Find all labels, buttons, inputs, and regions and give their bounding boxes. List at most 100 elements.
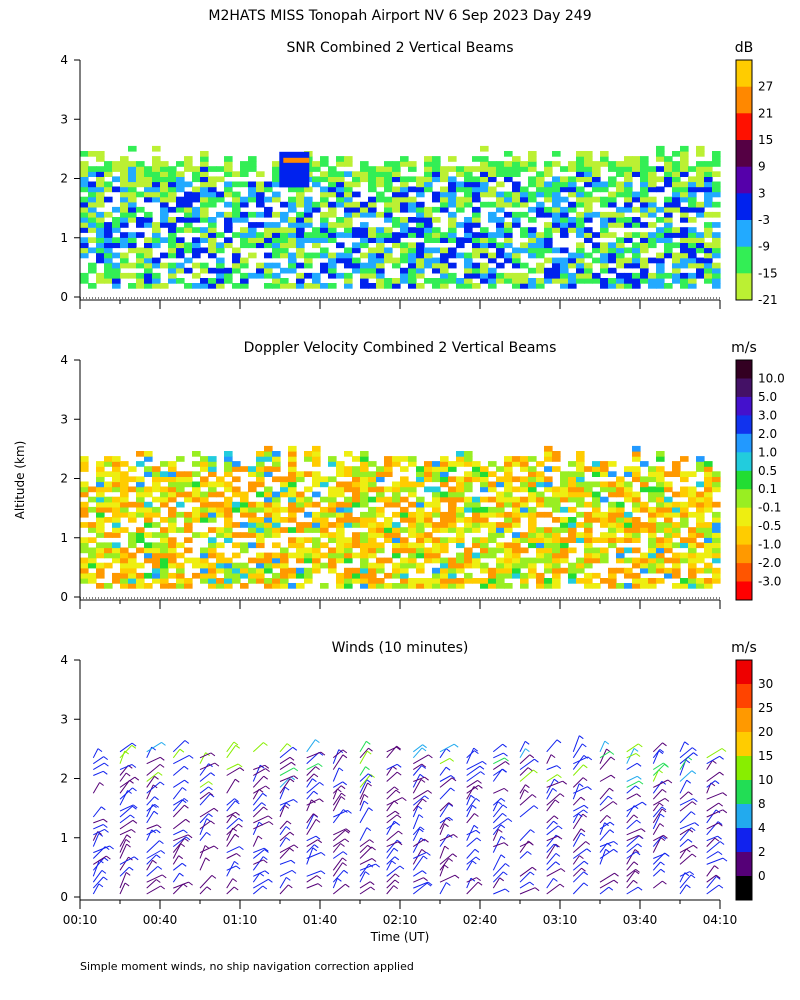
heat-cell xyxy=(328,491,337,498)
wind-barb-flag xyxy=(691,747,697,751)
heat-cell xyxy=(488,171,497,177)
heat-cell xyxy=(144,501,153,508)
heat-cell xyxy=(160,181,169,188)
wind-barb-flag xyxy=(719,771,724,776)
heat-cell xyxy=(440,547,449,554)
wind-barb xyxy=(546,843,555,853)
heat-cell xyxy=(344,537,353,543)
wind-barb-flag xyxy=(179,872,184,877)
heat-cell xyxy=(224,517,233,523)
heat-cell xyxy=(568,181,577,188)
heat-cell xyxy=(384,257,393,264)
heat-cell xyxy=(152,237,161,243)
heat-cell xyxy=(544,186,553,193)
heat-cell xyxy=(216,532,225,538)
wind-barb-flag xyxy=(664,798,670,802)
heat-cell xyxy=(536,201,545,208)
heat-cell xyxy=(504,572,513,579)
heat-cell xyxy=(208,196,217,203)
heat-cell xyxy=(584,217,593,223)
heat-cell xyxy=(464,517,473,523)
wind-barb xyxy=(706,865,715,877)
heat-cell xyxy=(432,583,441,589)
heat-cell xyxy=(520,486,529,493)
heat-cell xyxy=(328,557,337,564)
heat-cell xyxy=(240,237,249,243)
wind-barb xyxy=(519,767,529,776)
heat-cell xyxy=(256,456,265,462)
colorbar-label: 10.0 xyxy=(758,372,785,386)
colorbar-swatch xyxy=(736,360,752,379)
heat-cell xyxy=(672,542,681,549)
heat-cell xyxy=(368,476,377,483)
heat-cell xyxy=(408,267,417,274)
heat-cell xyxy=(80,501,89,508)
heat-cell xyxy=(104,181,113,188)
wind-barb xyxy=(359,779,368,794)
wind-barb-flag xyxy=(399,865,405,870)
heat-cell xyxy=(568,506,577,513)
heat-cell xyxy=(312,445,321,452)
heat-cell xyxy=(96,522,105,528)
heat-cell xyxy=(656,456,665,462)
heat-cell xyxy=(632,522,641,528)
heat-cell xyxy=(408,242,417,249)
x-tick-label: 00:40 xyxy=(143,913,178,927)
heat-cell xyxy=(648,257,657,264)
heat-cell xyxy=(528,161,537,167)
heat-cell xyxy=(600,156,609,162)
heat-cell xyxy=(624,161,633,167)
heat-cell xyxy=(104,562,113,569)
heat-cell xyxy=(584,196,593,203)
heat-cell xyxy=(424,217,433,223)
heat-cell xyxy=(280,506,289,513)
heat-cell xyxy=(120,222,129,228)
heat-cell xyxy=(552,557,561,564)
heat-cell xyxy=(280,527,289,533)
wind-barb-flag xyxy=(612,801,618,805)
heat-cell xyxy=(632,171,641,177)
heat-cell xyxy=(608,481,617,488)
heat-cell xyxy=(416,547,425,554)
heat-cell xyxy=(592,491,601,498)
heat-cell xyxy=(240,532,249,538)
wind-barb xyxy=(519,866,533,877)
heat-cell xyxy=(304,451,313,457)
heat-cell xyxy=(168,278,177,284)
heat-cell xyxy=(112,532,121,538)
heat-cell xyxy=(352,532,361,538)
wind-barb xyxy=(626,879,634,889)
wind-barb-flag xyxy=(363,794,369,798)
heat-cell xyxy=(672,262,681,269)
heat-cell xyxy=(552,181,561,188)
wind-barb xyxy=(359,747,369,759)
heat-cell xyxy=(424,247,433,254)
heat-cell xyxy=(152,471,161,477)
wind-barb xyxy=(599,795,609,806)
wind-barb-flag xyxy=(367,782,372,787)
wind-barb-flag xyxy=(181,862,187,867)
heat-cell xyxy=(408,252,417,259)
heat-cell xyxy=(360,583,369,589)
wind-barb-flag xyxy=(550,754,556,758)
heat-cell xyxy=(608,461,617,467)
heat-cell xyxy=(472,217,481,223)
heat-cell xyxy=(584,151,593,157)
wind-barb xyxy=(279,826,287,836)
heat-cell xyxy=(416,211,425,218)
heat-cell xyxy=(672,501,681,508)
heat-cell xyxy=(528,237,537,243)
heat-cell xyxy=(168,217,177,223)
wind-barb xyxy=(359,741,367,753)
wind-barb xyxy=(252,872,261,883)
heat-cell xyxy=(176,542,185,549)
heat-cell xyxy=(184,481,193,488)
heat-cell xyxy=(600,217,609,223)
heat-cell xyxy=(696,181,705,188)
wind-barb-flag xyxy=(312,778,317,783)
heat-cell xyxy=(576,217,585,223)
heat-cell xyxy=(288,501,297,508)
colorbar-swatch xyxy=(736,470,752,490)
heat-cell xyxy=(464,283,473,289)
heat-cell xyxy=(496,481,505,488)
